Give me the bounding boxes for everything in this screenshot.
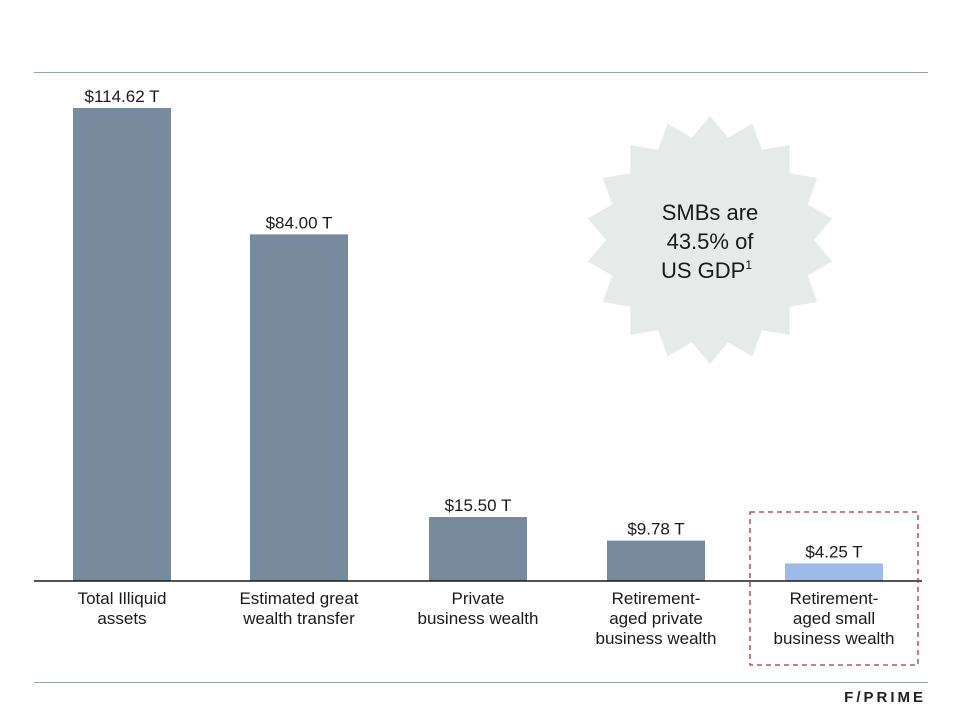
bar-1: [73, 108, 171, 581]
category-label-3-line-2: business wealth: [418, 609, 539, 628]
value-label-1: $114.62 T: [85, 87, 160, 106]
category-label-4-line-3: business wealth: [596, 629, 717, 648]
callout-starburst: [587, 116, 833, 364]
value-label-5: $4.25 T: [805, 542, 862, 561]
callout-line-2: 43.5% of: [667, 229, 755, 254]
value-labels: $114.62 T $84.00 T $15.50 T $9.78 T $4.25 T: [85, 87, 863, 561]
value-label-3: $15.50 T: [445, 496, 512, 515]
svg-text:43.5% of: 43.5% of: [667, 229, 755, 254]
bar-4: [607, 540, 705, 581]
category-label-5-line-1: Retirement-: [790, 589, 879, 608]
svg-text:SMBs are: SMBs are: [662, 200, 759, 225]
smb-gdp-callout: SMBs are 43.5% of US GDP1: [587, 116, 833, 364]
fprime-logo: F/PRIME: [844, 689, 926, 706]
category-label-2-line-2: wealth transfer: [242, 609, 355, 628]
value-label-4: $9.78 T: [627, 520, 684, 539]
value-label-2: $84.00 T: [266, 213, 333, 232]
callout-line-1: SMBs are: [662, 200, 759, 225]
category-label-4-line-2: aged private: [609, 609, 703, 628]
bar-5: [785, 563, 883, 581]
category-label-2-line-1: Estimated great: [239, 589, 358, 608]
bar-3: [429, 517, 527, 581]
category-label-4-line-1: Retirement-: [612, 589, 701, 608]
category-label-5-line-3: business wealth: [774, 629, 895, 648]
category-label-1-line-1: Total Illiquid: [78, 589, 167, 608]
category-label-3-line-1: Private: [452, 589, 505, 608]
highlight-box: [749, 511, 919, 666]
footnote-mark: 1: [745, 258, 752, 272]
callout-line-3: US GDP1: [661, 258, 752, 283]
bar-2: [250, 234, 348, 581]
bars: [73, 108, 883, 581]
top-divider: [34, 72, 928, 73]
category-label-1-line-2: assets: [97, 609, 146, 628]
bottom-divider: [34, 682, 928, 683]
category-label-5-line-2: aged small: [793, 609, 875, 628]
